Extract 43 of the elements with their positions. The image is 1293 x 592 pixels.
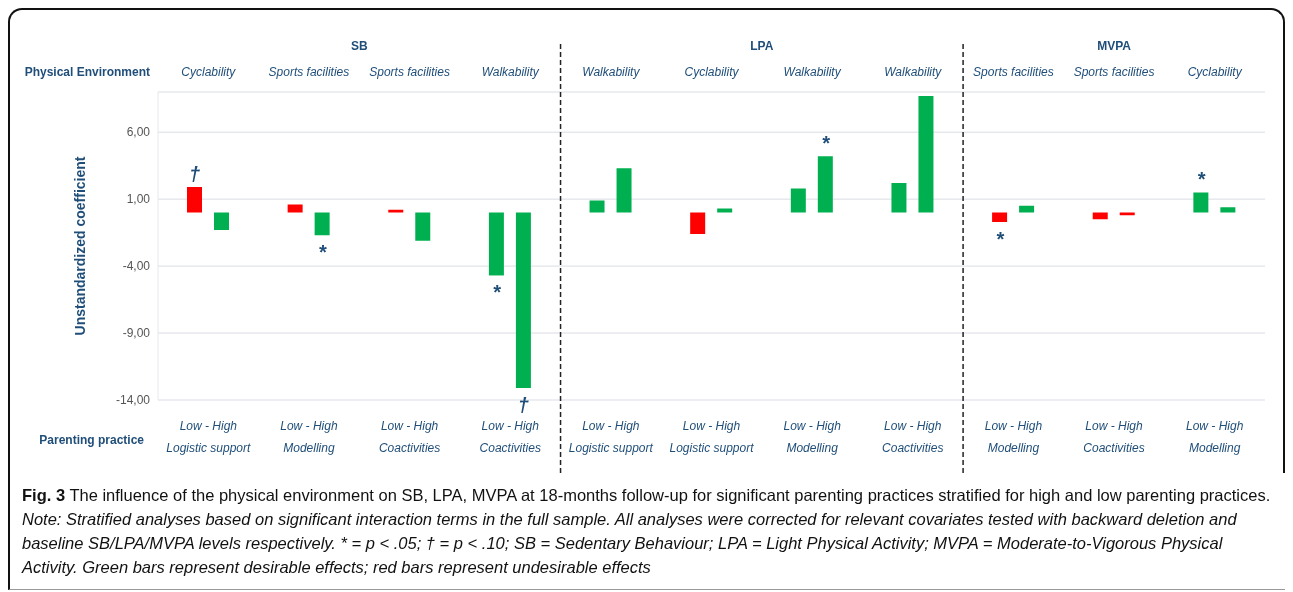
data-label: * <box>318 241 328 264</box>
data-label: † <box>517 393 529 416</box>
x-tick-label: Low - High Coactivities <box>882 419 944 455</box>
x-tick-label: Low - High Modelling <box>984 419 1043 455</box>
x-tick-label: Low - High Coactivities <box>378 419 441 455</box>
text: Walkability <box>582 65 641 79</box>
x-tick-label: Low - High Modelling <box>1186 419 1244 455</box>
x-tick-label: Low - High Logistic support <box>166 419 252 455</box>
data-label: * <box>821 132 831 155</box>
text: Sports facilities <box>973 65 1054 79</box>
caption: Fig. 3 <box>22 486 66 504</box>
x-tick-label: Low - High Modelling <box>783 419 842 455</box>
text: Cyclability <box>1187 65 1243 79</box>
text: LPA <box>750 39 774 53</box>
data-label: * <box>995 227 1005 250</box>
text: SB <box>350 39 368 53</box>
text: Parenting practice <box>39 433 145 447</box>
text: Sports facilities <box>369 65 450 79</box>
y-tick-label: -4,00 <box>122 259 151 274</box>
x-tick-label: Low - High Logistic support <box>669 419 755 455</box>
text: MVPA <box>1097 39 1132 53</box>
text: Cyclability <box>684 65 740 79</box>
data-label: * <box>1196 168 1206 191</box>
y-tick-label: 1,00 <box>126 192 151 207</box>
text: Walkability <box>884 65 943 79</box>
text: Sports facilities <box>268 65 350 79</box>
x-tick-label: Low - High Logistic support <box>568 419 654 455</box>
text: The influence of the physical environment on SB, LPA, MVPA at 18-months follow-up for significant parenting practices stratified for high and low parenting practices. <box>69 486 1271 504</box>
data-label: * <box>492 281 502 304</box>
text: Walkability <box>481 65 540 79</box>
text: Physical Environment <box>24 65 150 79</box>
y-tick-label: -9,00 <box>122 326 151 341</box>
y-tick-label: 6,00 <box>126 125 151 140</box>
x-tick-label: Low - High Modelling <box>280 419 338 455</box>
text: Sports facilities <box>1073 65 1155 79</box>
x-tick-label: Low - High Coactivities <box>1083 419 1145 455</box>
text: Walkability <box>783 65 842 79</box>
y-tick-label: -14,00 <box>115 393 151 408</box>
data-label: † <box>188 163 201 186</box>
text: Note: Stratified analyses based on significant interaction terms in the full sample. All analyses were corrected for relevant covariates tested with backward deletion and baseline SB/LPA/MVPA levels respectively. * = p < .05; † = p < .10; SB = Sedentary Behaviour; LPA = Light Physical Activity; MVPA = Moderate-to-Vigorous Physical Activity. Green bars represent desirable effects; red bars represent undesirable effects <box>22 510 1237 576</box>
y-axis-title: Unstandardized coefficient <box>71 156 88 336</box>
text: Cyclability <box>181 65 237 79</box>
x-tick-label: Low - High Coactivities <box>479 419 541 455</box>
